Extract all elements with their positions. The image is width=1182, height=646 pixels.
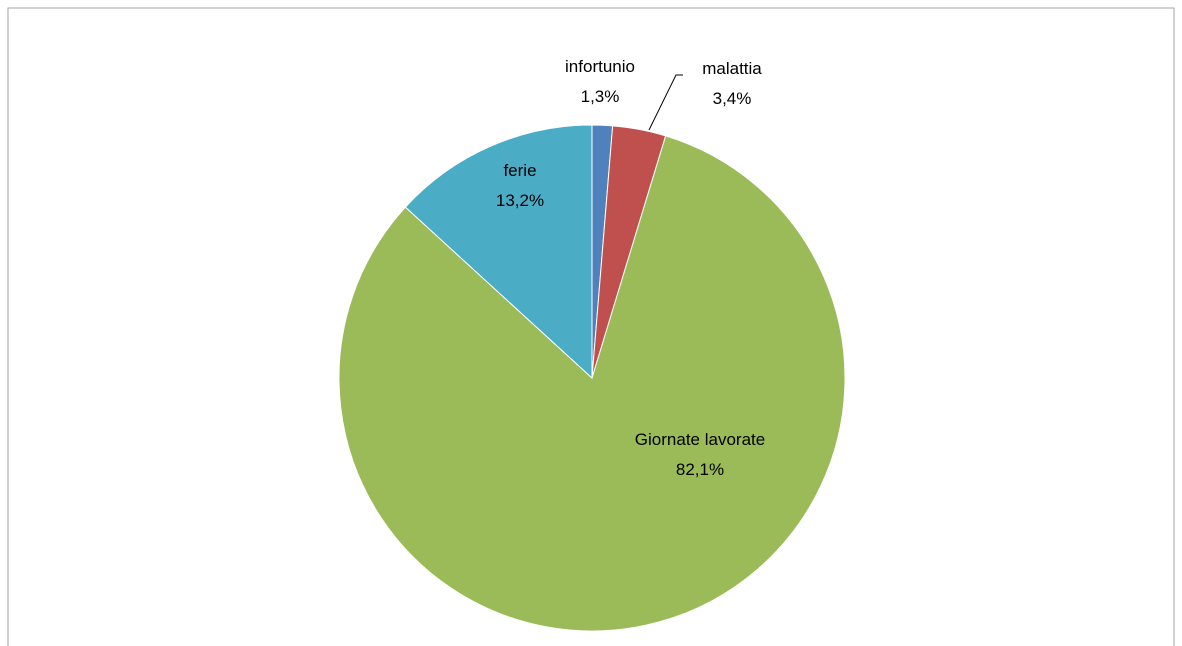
slice-category-label: Giornate lavorate [635, 430, 765, 449]
pie-slice [404, 124, 593, 380]
slice-value-label: 82,1% [676, 460, 724, 479]
pie-slice [338, 135, 846, 632]
slice-value-label: 1,3% [581, 87, 620, 106]
chart-frame [7, 7, 1175, 646]
slice-value-label: 3,4% [713, 89, 752, 108]
slice-category-label: infortunio [565, 57, 635, 76]
slices [338, 124, 846, 632]
slice-category-label: malattia [702, 59, 762, 78]
slice-category-label: ferie [503, 161, 536, 180]
leader-line [648, 74, 683, 131]
slice-value-label: 13,2% [496, 191, 544, 210]
